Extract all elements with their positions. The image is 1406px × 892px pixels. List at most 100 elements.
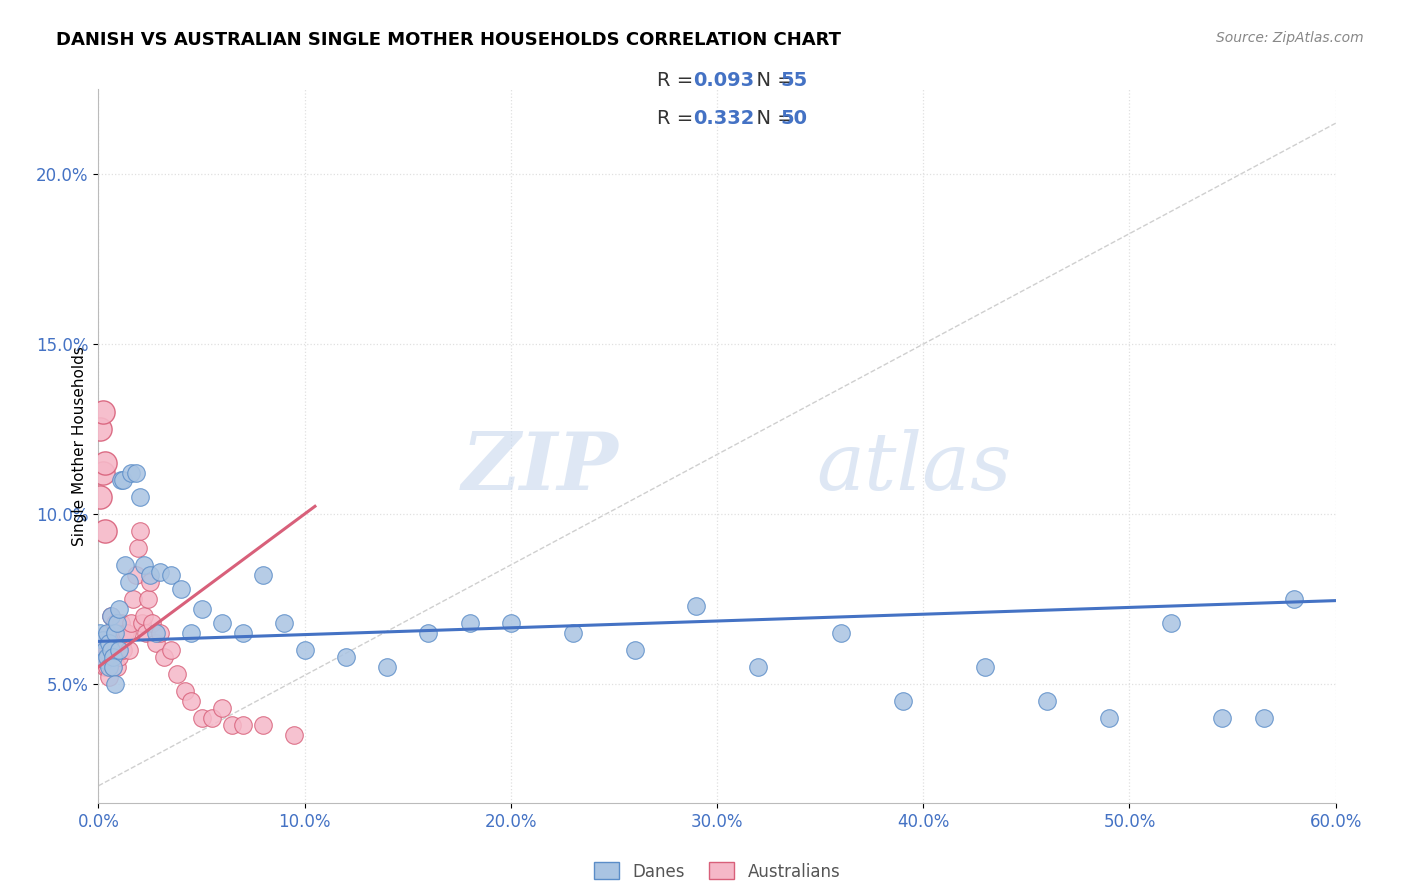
Point xyxy=(153,649,176,664)
Point xyxy=(623,643,645,657)
Point xyxy=(273,615,295,630)
Point xyxy=(93,643,115,657)
Text: 50: 50 xyxy=(780,109,807,128)
Point xyxy=(128,524,150,538)
Point xyxy=(131,615,153,630)
Point xyxy=(252,717,274,731)
Point xyxy=(108,643,131,657)
Point xyxy=(108,649,131,664)
Text: 55: 55 xyxy=(780,71,807,90)
Point xyxy=(104,626,127,640)
Point xyxy=(232,626,254,640)
Point xyxy=(1160,615,1182,630)
Point xyxy=(96,626,118,640)
Text: ZIP: ZIP xyxy=(461,429,619,506)
Text: 0.093: 0.093 xyxy=(693,71,754,90)
Point xyxy=(114,558,136,572)
Point xyxy=(93,524,115,538)
Point xyxy=(93,456,115,470)
Point xyxy=(122,591,145,606)
Text: N =: N = xyxy=(744,109,800,128)
Point xyxy=(335,649,357,664)
Point xyxy=(118,643,141,657)
Point xyxy=(124,466,146,480)
Point xyxy=(93,653,115,667)
Point xyxy=(91,643,114,657)
Point xyxy=(418,626,440,640)
Point xyxy=(97,660,120,674)
Point xyxy=(1284,591,1306,606)
Point xyxy=(110,615,132,630)
Point xyxy=(132,558,155,572)
Point xyxy=(139,574,162,589)
Text: R =: R = xyxy=(657,71,699,90)
Point xyxy=(112,473,135,487)
Point xyxy=(96,643,118,657)
Text: DANISH VS AUSTRALIAN SINGLE MOTHER HOUSEHOLDS CORRELATION CHART: DANISH VS AUSTRALIAN SINGLE MOTHER HOUSE… xyxy=(56,31,841,49)
Point xyxy=(190,602,212,616)
Point xyxy=(93,649,115,664)
Point xyxy=(221,717,243,731)
Point xyxy=(159,643,181,657)
Point xyxy=(101,660,124,674)
Point xyxy=(105,615,128,630)
Point xyxy=(89,632,111,647)
Point xyxy=(174,683,197,698)
Point xyxy=(120,466,142,480)
Point xyxy=(211,700,233,714)
Point xyxy=(108,632,131,647)
Point xyxy=(145,636,167,650)
Text: atlas: atlas xyxy=(815,429,1011,506)
Text: Source: ZipAtlas.com: Source: ZipAtlas.com xyxy=(1216,31,1364,45)
Point xyxy=(127,541,149,555)
Point xyxy=(96,660,118,674)
Point xyxy=(96,649,118,664)
Point xyxy=(89,490,111,504)
Point xyxy=(132,608,155,623)
Point xyxy=(139,568,162,582)
Point xyxy=(159,568,181,582)
Point xyxy=(170,582,193,596)
Point xyxy=(166,666,188,681)
Point xyxy=(91,466,114,480)
Point xyxy=(110,473,132,487)
Point xyxy=(1253,711,1275,725)
Text: 0.332: 0.332 xyxy=(693,109,755,128)
Point xyxy=(458,615,481,630)
Point xyxy=(117,626,139,640)
Point xyxy=(180,626,202,640)
Point xyxy=(108,602,131,616)
Point xyxy=(211,615,233,630)
Point xyxy=(128,490,150,504)
Point xyxy=(149,565,172,579)
Point xyxy=(101,660,124,674)
Point xyxy=(180,694,202,708)
Point xyxy=(120,615,142,630)
Point xyxy=(93,660,115,674)
Point xyxy=(136,591,159,606)
Point xyxy=(135,626,157,640)
Point xyxy=(91,636,114,650)
Point xyxy=(294,643,316,657)
Legend: Danes, Australians: Danes, Australians xyxy=(586,855,848,888)
Point xyxy=(100,636,122,650)
Point xyxy=(104,615,127,630)
Point xyxy=(124,568,146,582)
Point xyxy=(561,626,583,640)
Point xyxy=(105,626,128,640)
Point xyxy=(105,660,128,674)
Point xyxy=(114,626,136,640)
Point xyxy=(149,626,172,640)
Point xyxy=(100,643,122,657)
Point xyxy=(97,670,120,684)
Point xyxy=(1211,711,1233,725)
Point xyxy=(283,728,305,742)
Point xyxy=(232,717,254,731)
Y-axis label: Single Mother Households: Single Mother Households xyxy=(72,346,87,546)
Point xyxy=(1036,694,1059,708)
Point xyxy=(891,694,914,708)
Point xyxy=(201,711,224,725)
Point xyxy=(145,626,167,640)
Point xyxy=(112,632,135,647)
Point xyxy=(89,422,111,436)
